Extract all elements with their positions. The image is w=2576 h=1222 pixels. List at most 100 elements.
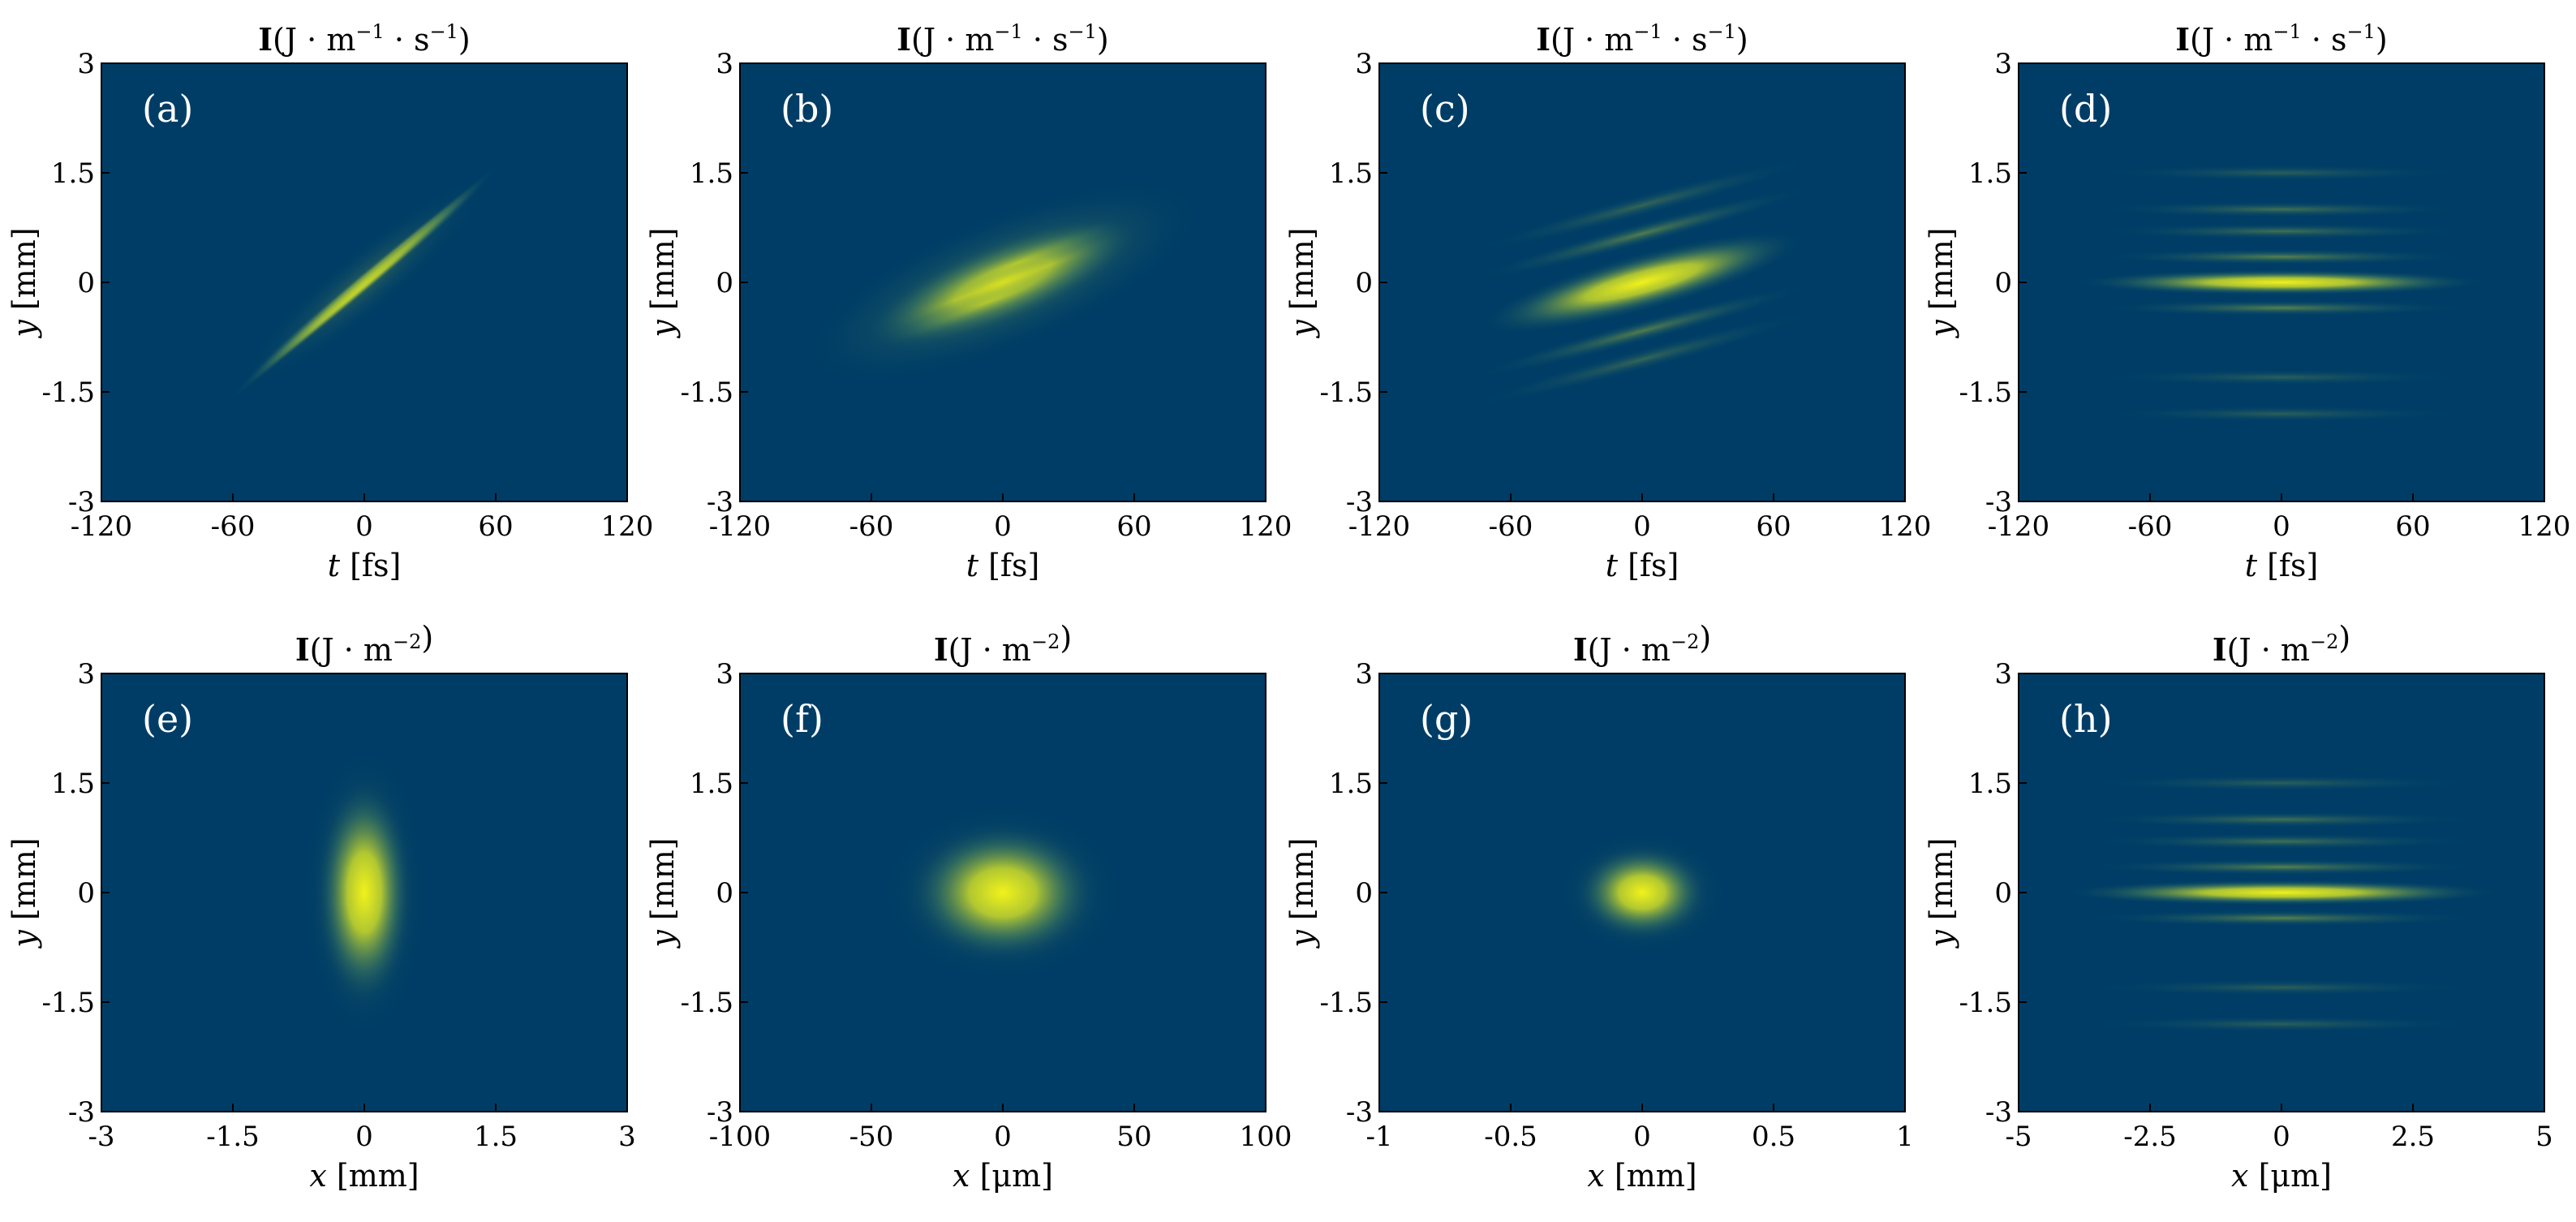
- intensity-stripe: [876, 256, 1097, 349]
- intensity-band: [1470, 284, 1814, 378]
- panel-label: (e): [142, 697, 193, 741]
- y-axis-label: y [mm]: [1284, 837, 1320, 949]
- intensity-halo: [235, 174, 493, 391]
- intensity-band: [2074, 269, 2489, 295]
- chart-title: I(J · m−1 · s−1): [2175, 20, 2387, 58]
- y-axis-label: y [mm]: [1284, 227, 1320, 338]
- x-tick-label: 120: [1879, 510, 1932, 543]
- x-tick-label: 0: [355, 1121, 373, 1153]
- intensity-band: [2081, 979, 2482, 996]
- x-tick-label: -2.5: [2123, 1121, 2177, 1153]
- y-tick-label: 3: [1994, 48, 2012, 80]
- y-tick-label: 1.5: [1329, 157, 1373, 190]
- panel-h: -5 -2.5 0 2.5 5 -3 -1.5 0 1.5 3 (h) I(J · m−2) x [μm…: [1924, 620, 2553, 1194]
- x-tick-label: 60: [2395, 510, 2430, 543]
- y-tick-label: 1.5: [51, 768, 95, 800]
- x-tick-label: 60: [1116, 510, 1151, 543]
- x-axis-label: t [fs]: [2245, 548, 2319, 583]
- x-axis-label: x [mm]: [1587, 1158, 1697, 1194]
- y-tick-label: -1.5: [1959, 376, 2012, 409]
- x-tick-label: 0: [355, 510, 373, 543]
- y-tick-label: 3: [716, 48, 733, 80]
- panel-f: -100 -50 0 50 100 -3 -1.5 0 1.5 3 (f) I(J · m−2) x […: [645, 620, 1292, 1194]
- intensity-band: [2060, 880, 2503, 906]
- panel-label: (a): [142, 87, 193, 131]
- x-tick-label: -5: [2005, 1121, 2032, 1153]
- panel-d: -120 -60 0 60 120 -3 -1.5 0 1.5 3 (d) I(J · m−1 · s…: [1924, 20, 2570, 583]
- intensity-core: [316, 779, 413, 1006]
- intensity-map: [879, 802, 1126, 983]
- y-tick-label: 3: [716, 658, 733, 691]
- y-tick-label: -3: [1346, 486, 1373, 518]
- panel-e: -3 -1.5 0 1.5 3 -3 -1.5 0 1.5 3 (e) I(J · m−2) x [mm…: [6, 620, 636, 1194]
- y-tick-label: 0: [1994, 267, 2012, 299]
- x-tick-label: 2.5: [2391, 1121, 2435, 1153]
- x-tick-label: -120: [709, 510, 771, 543]
- x-tick-label: -100: [709, 1121, 771, 1153]
- x-tick-label: 0: [994, 510, 1012, 543]
- x-tick-label: 60: [478, 510, 513, 543]
- panel-label: (b): [781, 87, 833, 131]
- y-tick-label: 0: [1994, 877, 2012, 910]
- y-axis-label: y [mm]: [6, 837, 42, 949]
- panel-label: (d): [2059, 87, 2112, 131]
- intensity-band: [2081, 833, 2482, 850]
- intensity-map: [2074, 165, 2489, 422]
- x-tick-label: 0: [2273, 1121, 2290, 1153]
- y-tick-label: 0: [77, 877, 95, 910]
- chart-title: I(J · m−2): [1573, 620, 1711, 668]
- y-tick-label: -3: [68, 1096, 95, 1129]
- x-tick-label: 60: [1756, 510, 1791, 543]
- intensity-map: [2060, 775, 2503, 1032]
- x-tick-label: 0: [1633, 510, 1651, 543]
- x-axis-label: t [fs]: [966, 548, 1040, 583]
- x-tick-label: -120: [1988, 510, 2049, 543]
- panel-b: -120 -60 0 60 120 -3 -1.5 0 1.5 3 (b) I(J · m−1 · s…: [645, 20, 1292, 583]
- x-tick-label: -120: [1348, 510, 1410, 543]
- intensity-band: [2094, 248, 2469, 265]
- intensity-band: [2081, 858, 2482, 876]
- intensity-stripe: [909, 216, 1129, 308]
- intensity-band: [2094, 299, 2469, 316]
- y-tick-label: 1.5: [1968, 157, 2012, 190]
- y-tick-label: 1.5: [1329, 768, 1373, 800]
- y-tick-label: -1.5: [680, 987, 733, 1019]
- y-tick-label: 0: [716, 267, 733, 299]
- chart-title: I(J · m−2): [295, 620, 433, 668]
- x-tick-label: -1: [1365, 1121, 1392, 1153]
- chart-title: I(J · m−1 · s−1): [897, 20, 1108, 58]
- x-tick-label: -3: [88, 1121, 114, 1153]
- panel-c: -120 -60 0 60 120 -3 -1.5 0 1.5 3 (c) I(J · m−1 · s…: [1284, 20, 1931, 583]
- chart-title: I(J · m−1 · s−1): [1536, 20, 1748, 58]
- x-tick-label: 5: [2535, 1121, 2553, 1153]
- chart-title: I(J · m−2): [934, 620, 1072, 668]
- panel-label: (c): [1420, 87, 1470, 131]
- x-tick-label: 120: [601, 510, 654, 543]
- y-tick-label: 3: [1994, 658, 2012, 691]
- intensity-band: [2094, 369, 2469, 385]
- y-tick-label: 0: [716, 877, 733, 910]
- x-tick-label: -1.5: [206, 1121, 260, 1153]
- intensity-core: [1480, 230, 1804, 334]
- x-axis-label: t [fs]: [328, 548, 402, 583]
- intensity-band: [2081, 1016, 2482, 1032]
- y-tick-label: 1.5: [1968, 768, 2012, 800]
- x-tick-label: -0.5: [1484, 1121, 1537, 1153]
- x-tick-label: 1.5: [474, 1121, 518, 1153]
- intensity-core: [908, 823, 1098, 962]
- x-tick-label: 0.5: [1752, 1121, 1795, 1153]
- y-tick-label: 1.5: [690, 768, 733, 800]
- intensity-map: [223, 160, 505, 405]
- intensity-band: [2094, 223, 2469, 239]
- panel-label: (f): [781, 697, 824, 741]
- y-tick-label: -1.5: [41, 987, 95, 1019]
- y-tick-label: 3: [1355, 48, 1373, 80]
- intensity-band: [2081, 811, 2482, 828]
- y-tick-label: 1.5: [690, 157, 733, 190]
- intensity-band: [2094, 406, 2469, 422]
- y-tick-label: -1.5: [1319, 987, 1373, 1019]
- y-tick-label: -1.5: [1319, 376, 1373, 409]
- y-tick-label: -1.5: [41, 376, 95, 409]
